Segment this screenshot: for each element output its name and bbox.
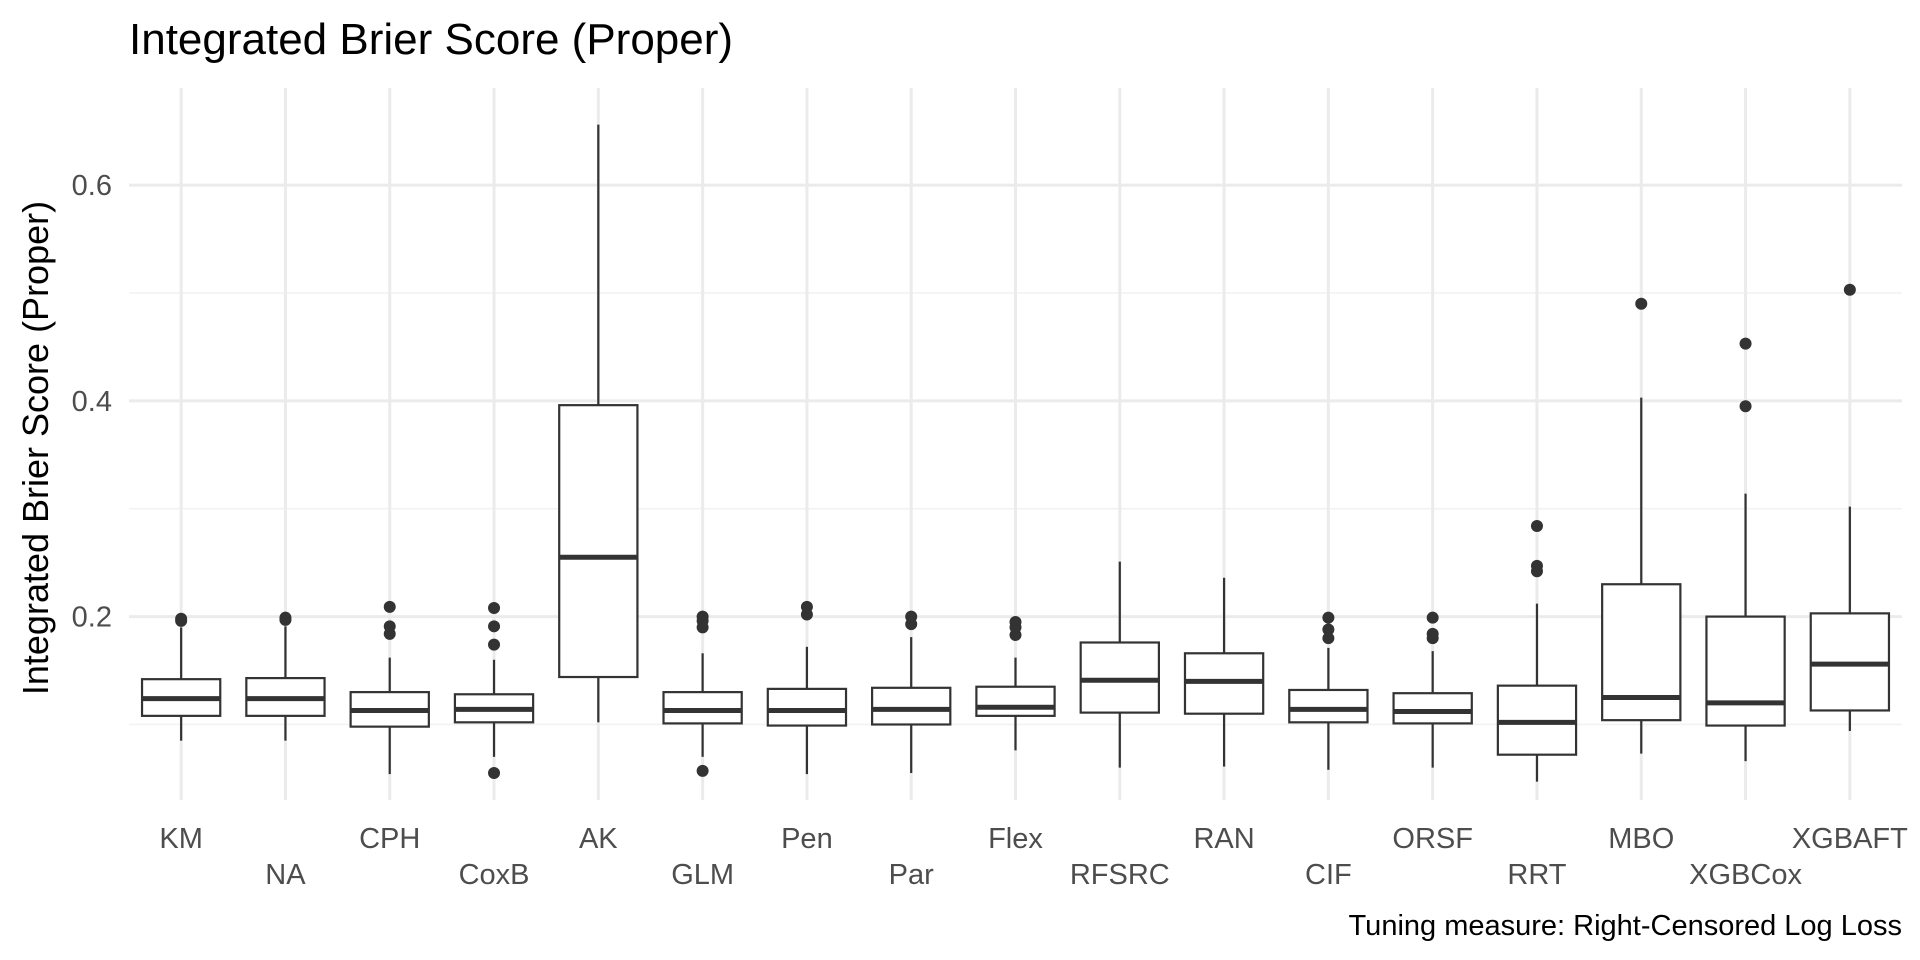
- outlier-point: [696, 764, 709, 777]
- x-tick-label: GLM: [671, 859, 734, 891]
- outlier-point: [488, 620, 501, 633]
- box-iqr: [975, 685, 1056, 717]
- box-iqr: [870, 686, 952, 726]
- outlier-point: [1426, 627, 1439, 640]
- outlier-point: [175, 612, 188, 625]
- x-tick-label: ORSF: [1392, 823, 1473, 855]
- boxes: [140, 124, 1891, 782]
- x-tick-label: Par: [889, 859, 934, 891]
- box-glm: [662, 610, 743, 777]
- y-tick-label: 0.2: [72, 602, 112, 634]
- outlier-point: [1322, 623, 1335, 636]
- y-axis: 0.2 0.4 0.6: [72, 170, 112, 634]
- box-iqr: [1288, 688, 1369, 724]
- x-tick-label: NA: [265, 859, 306, 891]
- box-orsf: [1392, 611, 1473, 768]
- outlier-point: [1322, 611, 1335, 624]
- y-axis-label: Integrated Brier Score (Proper): [15, 201, 56, 695]
- box-mbo: [1601, 297, 1682, 754]
- outlier-point: [1530, 559, 1543, 572]
- box-ran: [1183, 577, 1265, 767]
- box-par: [870, 610, 952, 774]
- box-flex: [975, 616, 1056, 751]
- box-iqr: [1392, 692, 1473, 725]
- outlier-point: [1426, 611, 1439, 624]
- box-ak: [558, 124, 639, 723]
- outlier-point: [383, 620, 396, 633]
- box-coxb: [453, 601, 535, 780]
- outlier-point: [488, 638, 501, 651]
- outlier-point: [800, 600, 813, 613]
- box-iqr: [1705, 615, 1786, 727]
- outlier-point: [1635, 297, 1648, 310]
- box-iqr: [1079, 641, 1161, 714]
- box-km: [140, 612, 222, 741]
- box-iqr: [766, 687, 848, 727]
- x-tick-label: CPH: [359, 823, 420, 855]
- x-tick-label: RAN: [1193, 823, 1254, 855]
- outlier-point: [696, 610, 709, 623]
- x-axis: KM NA CPH CoxB AK GLM Pen Par Flex RFSRC RAN CIF ORS…: [159, 823, 1908, 891]
- outlier-point: [1739, 337, 1752, 350]
- x-tick-label: MBO: [1608, 823, 1674, 855]
- x-tick-label: KM: [159, 823, 203, 855]
- outlier-point: [1843, 283, 1856, 296]
- outlier-point: [383, 600, 396, 613]
- chart-title: Integrated Brier Score (Proper): [129, 15, 733, 64]
- x-tick-label: RRT: [1507, 859, 1566, 891]
- outlier-point: [1739, 400, 1752, 413]
- y-tick-label: 0.4: [72, 386, 112, 418]
- box-cph: [349, 600, 430, 775]
- x-tick-label: XGBCox: [1689, 859, 1802, 891]
- x-tick-label: AK: [579, 823, 618, 855]
- x-tick-label: XGBAFT: [1792, 823, 1908, 855]
- box-iqr: [558, 404, 639, 679]
- outlier-point: [1322, 632, 1335, 645]
- box-rrt: [1496, 519, 1578, 782]
- outlier-point: [1530, 519, 1543, 532]
- box-iqr: [662, 691, 743, 725]
- x-tick-label: Pen: [781, 823, 833, 855]
- box-cif: [1288, 611, 1369, 770]
- outlier-point: [488, 601, 501, 614]
- x-tick-label: CoxB: [459, 859, 530, 891]
- box-rfsrc: [1079, 561, 1161, 768]
- outlier-point: [1009, 616, 1022, 628]
- box-xgbaft: [1809, 283, 1891, 731]
- outlier-point: [488, 767, 501, 780]
- x-tick-label: RFSRC: [1070, 859, 1170, 891]
- outlier-point: [279, 611, 292, 624]
- y-tick-label: 0.6: [72, 170, 112, 202]
- box-na: [245, 611, 326, 741]
- box-pen: [766, 600, 848, 775]
- box-xgbcox: [1705, 337, 1786, 762]
- x-tick-label: CIF: [1305, 859, 1352, 891]
- chart-caption: Tuning measure: Right-Censored Log Loss: [1349, 910, 1902, 942]
- x-tick-label: Flex: [988, 823, 1043, 855]
- outlier-point: [905, 610, 918, 623]
